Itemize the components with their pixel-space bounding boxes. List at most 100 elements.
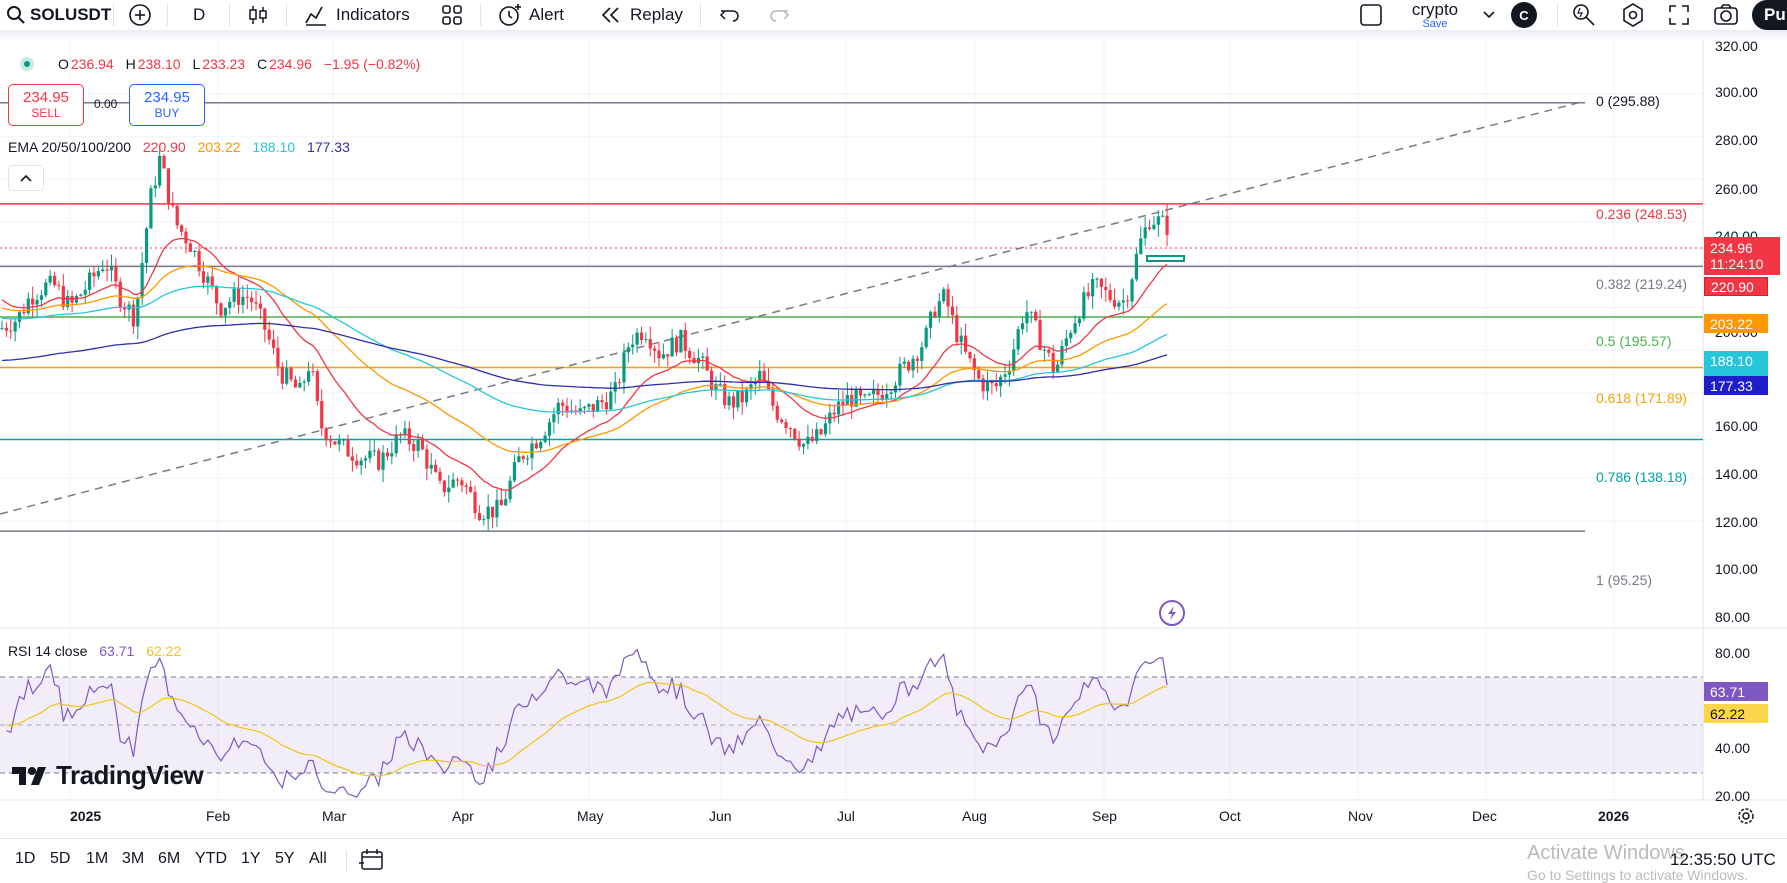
tradingview-logo-icon (12, 766, 46, 785)
candle-body (815, 429, 819, 442)
sell-button[interactable]: 234.95 SELL (8, 84, 84, 126)
candle-body (933, 311, 937, 317)
candle-body (1130, 279, 1134, 302)
candle-body (1025, 312, 1029, 324)
candle-body (766, 381, 771, 390)
quick-search-icon (1573, 4, 1595, 26)
candle-body (731, 396, 736, 408)
candle-body (504, 499, 508, 506)
alert-button[interactable]: Alert (497, 0, 564, 30)
candle-body (920, 347, 924, 361)
candle-body (1082, 292, 1086, 319)
candle-body (48, 275, 52, 283)
indicators-button[interactable]: Indicators (304, 0, 410, 30)
candle-body (622, 352, 626, 383)
candle-body (1152, 224, 1156, 230)
candle-body (968, 351, 972, 359)
candle-body (928, 311, 933, 328)
symbol-search[interactable]: SOLUSDT (6, 0, 111, 30)
range-3m-button[interactable]: 3M (122, 850, 145, 867)
date-range-button[interactable] (359, 848, 385, 877)
candles (0, 144, 1169, 531)
settings-button[interactable] (1621, 0, 1645, 30)
ema50-tag-value: 203.22 (1710, 315, 1753, 332)
candle-body (96, 271, 100, 277)
candle-body (109, 266, 114, 271)
interval-button[interactable]: D (193, 0, 205, 30)
indicators-label: Indicators (336, 5, 410, 24)
layout-menu-button[interactable] (1482, 0, 1496, 30)
legend-collapse-button[interactable] (8, 165, 44, 191)
ema-legend[interactable]: EMA 20/50/100/200 220.90 203.22 188.10 1… (8, 139, 352, 155)
candle-body (613, 382, 617, 392)
candle-body (946, 289, 950, 307)
candle-body (1060, 346, 1064, 365)
candle-body (105, 269, 109, 271)
candle-body (307, 371, 311, 382)
fib-label-0236: 0.236 (248.53) (1596, 206, 1688, 222)
symbol-name: SOLUSDT (30, 5, 112, 24)
market-status-dot[interactable] (20, 57, 34, 71)
candle-body (902, 361, 906, 364)
redo-button[interactable] (768, 0, 790, 30)
candle-body (788, 428, 792, 430)
templates-button[interactable] (441, 0, 463, 30)
range-1d-button[interactable]: 1D (15, 850, 36, 867)
range-1y-button[interactable]: 1Y (241, 850, 261, 867)
candle-body (1073, 323, 1077, 333)
rsi-ma-tag: 62.22 (1704, 704, 1768, 723)
candle-body (893, 385, 898, 393)
range-5y-button[interactable]: 5Y (275, 850, 295, 867)
chart-type-button[interactable] (247, 0, 269, 30)
candle-body (477, 513, 482, 520)
candle-body (1077, 318, 1082, 324)
quick-search-button[interactable] (1571, 0, 1597, 30)
search-icon (7, 6, 25, 24)
layout-button[interactable] (1359, 0, 1383, 30)
candle-body (407, 428, 411, 445)
layout-name-button[interactable]: crypto Save (1408, 0, 1462, 30)
publish-button[interactable]: Pu (1752, 0, 1787, 30)
candle-body (250, 297, 254, 303)
candle-body (718, 383, 722, 385)
toolbar-divider (700, 4, 701, 26)
candle-body (451, 479, 455, 488)
ohlc-legend: O 236.94 H 238.10 L 233.23 C 234.96 −1.95 (−… (58, 56, 422, 72)
range-5d-button[interactable]: 5D (50, 850, 71, 867)
candle-body (254, 302, 258, 304)
replay-button[interactable]: Replay (600, 0, 683, 30)
fullscreen-button[interactable] (1668, 0, 1690, 30)
rsi-legend[interactable]: RSI 14 close 63.71 62.22 (8, 643, 183, 659)
candle-body (455, 479, 460, 481)
candle-body (578, 408, 582, 413)
candle-body (915, 358, 920, 361)
compare-button[interactable] (128, 0, 152, 30)
snapshot-button[interactable] (1713, 0, 1739, 30)
buy-button[interactable]: 234.95 BUY (129, 84, 205, 126)
candle-body (377, 450, 381, 470)
time-axis-label: Nov (1348, 808, 1373, 824)
candle-body (385, 452, 390, 457)
range-6m-button[interactable]: 6M (158, 850, 181, 867)
ema100-tag: 188.10 (1704, 351, 1768, 370)
range-ytd-button[interactable]: YTD (195, 850, 227, 867)
candle-body (639, 332, 644, 341)
candle-body (193, 250, 197, 252)
undo-button[interactable] (719, 0, 741, 30)
watermark-line-1: Activate Windows (1527, 842, 1685, 864)
range-1m-button[interactable]: 1M (86, 850, 109, 867)
candle-body (285, 368, 289, 384)
tradingview-logo[interactable]: TradingView (12, 760, 204, 791)
candle-body (118, 281, 122, 308)
candle-body (79, 294, 83, 296)
candle-body (683, 329, 687, 351)
candle-body (1029, 311, 1033, 313)
last-price-value: 234.96 (1710, 239, 1753, 256)
user-menu-button[interactable]: C (1511, 0, 1537, 30)
candle-body (26, 298, 30, 314)
axis-settings-button[interactable] (1736, 806, 1756, 831)
rsi-band (0, 677, 1703, 773)
utc-clock[interactable]: 12:35:50 UTC (1670, 850, 1776, 869)
range-all-button[interactable]: All (309, 850, 327, 867)
